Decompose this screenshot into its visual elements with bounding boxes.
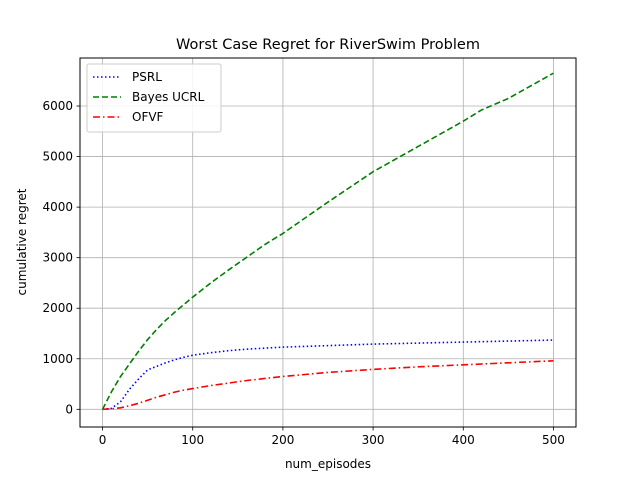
legend: PSRL Bayes UCRL OFVF (86, 63, 222, 133)
y-tick-label: 0 (65, 402, 73, 416)
y-tick-label: 4000 (42, 200, 73, 214)
legend-box (86, 63, 222, 133)
y-tick-label: 1000 (42, 352, 73, 366)
y-tick-label: 5000 (42, 150, 73, 164)
legend-label: Bayes UCRL (132, 90, 205, 104)
series-line-bayes-ucrl (101, 72, 554, 410)
y-tick-label: 3000 (42, 251, 73, 265)
axis-ticks: 0 100 200 300 400 500010002000300040005000600… (42, 99, 564, 447)
series-line-ofvf (102, 359, 554, 411)
x-tick-label: 100 (181, 433, 204, 447)
x-tick-label: 500 (542, 433, 565, 447)
plot-frame (79, 57, 577, 428)
series-line-psrl (102, 339, 554, 411)
legend-label: PSRL (132, 70, 162, 84)
grid (80, 58, 576, 427)
x-tick-label: 200 (271, 433, 294, 447)
y-tick-label: 6000 (42, 99, 73, 113)
chart-title: Worst Case Regret for RiverSwim Problem (176, 37, 480, 53)
x-axis-title: num_episodes (285, 457, 371, 471)
x-tick-label: 0 (99, 433, 107, 447)
legend-label: OFVF (132, 110, 164, 124)
y-axis-title: cumulative regret (15, 188, 29, 295)
series-lines (101, 72, 554, 411)
x-tick-label: 400 (452, 433, 475, 447)
y-tick-label: 2000 (42, 301, 73, 315)
x-tick-label: 300 (362, 433, 385, 447)
